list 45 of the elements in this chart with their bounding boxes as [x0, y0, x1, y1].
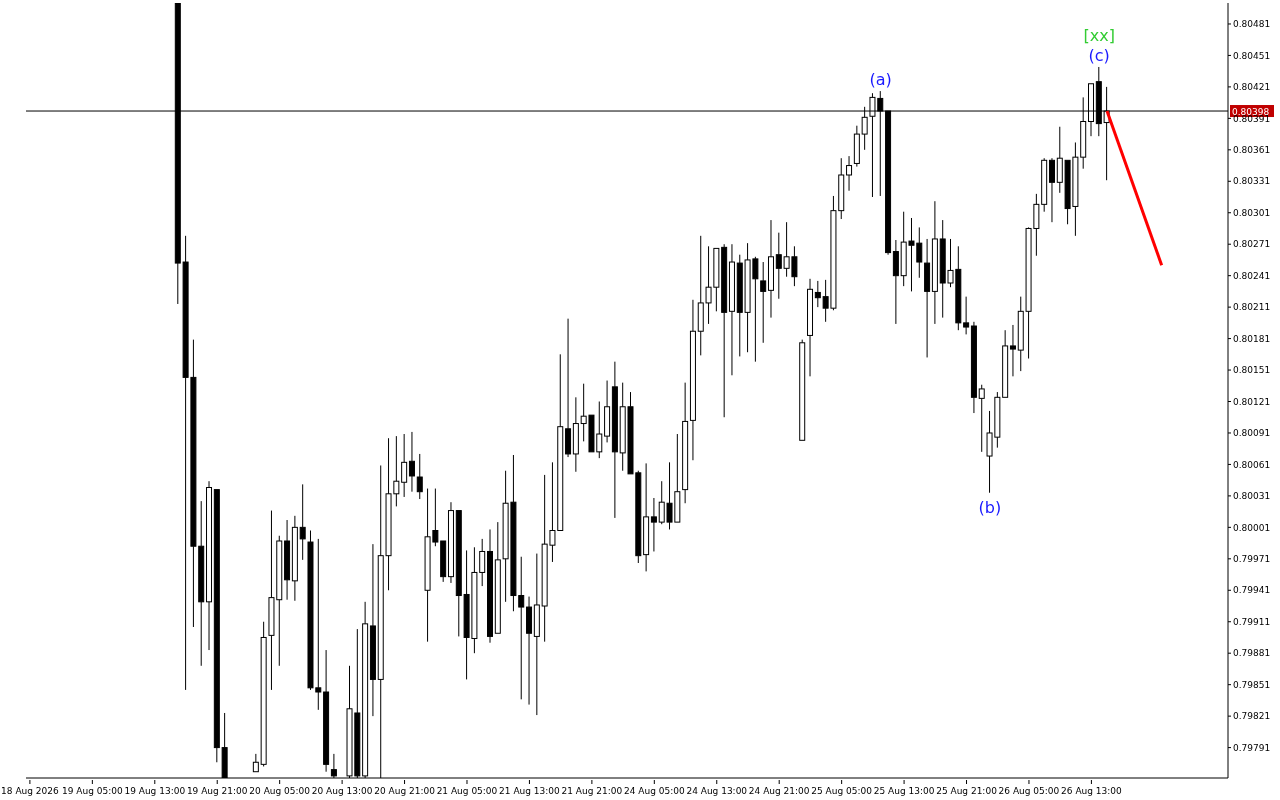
y-tick-label: 0.80031: [1233, 491, 1271, 502]
x-tick-label: 21 Aug 05:00: [436, 786, 498, 796]
y-tick-label: 0.79821: [1233, 711, 1271, 722]
x-tick-label: 20 Aug 21:00: [374, 786, 436, 796]
y-tick-label: 0.80481: [1233, 19, 1271, 30]
x-tick-label: 24 Aug 13:00: [686, 786, 748, 796]
y-tick-label: 0.80451: [1233, 50, 1271, 61]
x-tick-label: 25 Aug 13:00: [873, 786, 935, 796]
x-tick-label: 21 Aug 13:00: [499, 786, 561, 796]
x-tick-label: 18 Aug 2026: [1, 786, 59, 796]
y-tick-label: 0.79941: [1233, 585, 1271, 596]
y-tick-label: 0.79791: [1233, 742, 1271, 753]
x-tick-label: 24 Aug 21:00: [748, 786, 810, 796]
y-tick-label: 0.80121: [1233, 396, 1271, 407]
y-tick-label: 0.79911: [1233, 616, 1271, 627]
x-tick-label: 20 Aug 05:00: [249, 786, 311, 796]
y-tick-label: 0.80421: [1233, 82, 1271, 93]
annotation: [xx]: [1083, 25, 1115, 45]
x-tick-label: 19 Aug 13:00: [124, 786, 186, 796]
y-tick-label: 0.80331: [1233, 176, 1271, 187]
y-tick-label: 0.80361: [1233, 145, 1271, 156]
y-tick-label: 0.80061: [1233, 459, 1271, 470]
x-tick-label: 19 Aug 21:00: [186, 786, 248, 796]
y-tick-label: 0.80091: [1233, 428, 1271, 439]
x-tick-label: 20 Aug 13:00: [311, 786, 373, 796]
annotation: (c): [1088, 45, 1110, 65]
x-tick-label: 25 Aug 21:00: [936, 786, 998, 796]
y-tick-label: 0.80241: [1233, 270, 1271, 281]
y-tick-label: 0.79851: [1233, 679, 1271, 690]
x-tick-label: 26 Aug 05:00: [998, 786, 1060, 796]
x-tick-label: 21 Aug 21:00: [561, 786, 623, 796]
x-tick-label: 26 Aug 13:00: [1061, 786, 1123, 796]
y-tick-label: 0.80151: [1233, 365, 1271, 376]
x-tick-label: 24 Aug 05:00: [623, 786, 685, 796]
x-tick-label: 19 Aug 05:00: [62, 786, 123, 796]
y-tick-label: 0.80181: [1233, 333, 1271, 344]
y-tick-label: 0.80001: [1233, 522, 1271, 533]
y-tick-label: 0.79881: [1233, 648, 1271, 659]
x-tick-label: 25 Aug 05:00: [811, 786, 873, 796]
y-tick-label: 0.79971: [1233, 554, 1271, 565]
annotation: (b): [978, 497, 1002, 517]
y-tick-label: 0.80211: [1233, 302, 1271, 313]
y-tick-label: 0.80271: [1233, 239, 1271, 250]
y-tick-label: 0.80301: [1233, 207, 1271, 218]
annotation: (a): [869, 70, 892, 90]
